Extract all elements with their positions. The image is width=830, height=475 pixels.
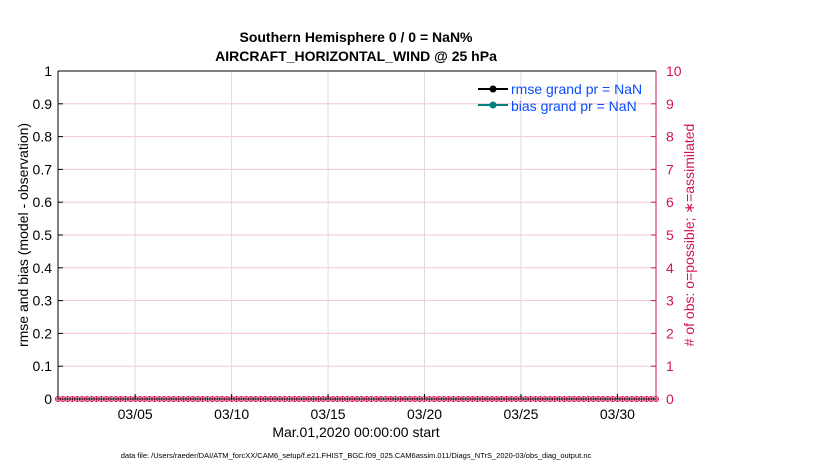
y-right-tick-label: 8 (666, 129, 674, 145)
y-right-tick-label: 7 (666, 161, 674, 177)
y-axis-right-label: # of obs: o=possible; ∗=assimilated (681, 124, 697, 347)
x-tick-label: 03/20 (407, 406, 442, 422)
y-tick-label: 1 (44, 63, 52, 79)
x-tick-label: 03/15 (311, 406, 346, 422)
y-tick-label: 0.2 (33, 325, 53, 341)
y-right-tick-label: 6 (666, 194, 674, 210)
y-tick-label: 0.5 (33, 227, 53, 243)
x-tick-label: 03/25 (503, 406, 538, 422)
legend-marker-bias (489, 101, 497, 109)
chart-title-line2: AIRCRAFT_HORIZONTAL_WIND @ 25 hPa (215, 48, 497, 64)
legend: rmse grand pr = NaN bias grand pr = NaN (478, 81, 642, 114)
x-tick-label: 03/05 (118, 406, 153, 422)
y-right-tick-label: 10 (666, 63, 682, 79)
y-right-tick-label: 1 (666, 358, 674, 374)
y-tick-label: 0.6 (33, 194, 53, 210)
y-right-tick-label: 5 (666, 227, 674, 243)
y-tick-label: 0.1 (33, 358, 53, 374)
y-tick-label: 0.9 (33, 96, 53, 112)
y-tick-label: 0.7 (33, 161, 53, 177)
y-right-tick-label: 2 (666, 325, 674, 341)
legend-marker-rmse (489, 85, 497, 93)
x-tick-label: 03/30 (600, 406, 635, 422)
chart-title-line1: Southern Hemisphere 0 / 0 = NaN% (239, 29, 473, 45)
legend-label-bias: bias grand pr = NaN (511, 98, 637, 114)
y-right-tick-label: 4 (666, 260, 674, 276)
y-tick-label: 0.4 (33, 260, 53, 276)
grid (58, 71, 656, 399)
y-tick-label: 0.3 (33, 293, 53, 309)
y-right-tick-label: 9 (666, 96, 674, 112)
y-axis-label: rmse and bias (model - observation) (15, 123, 31, 347)
x-tick-label: 03/10 (214, 406, 249, 422)
y-right-tick-label: 3 (666, 293, 674, 309)
y-tick-label: 0.8 (33, 129, 53, 145)
y-tick-label: 0 (44, 391, 52, 407)
footnote: data file: /Users/raeder/DAI/ATM_forcXX/… (121, 451, 592, 460)
axes: 0 1 2 3 4 5 6 7 8 9 10 0 0.1 0.2 0.3 0.4 0.5 0.6 0.7 0.8 0.9… (33, 63, 682, 422)
x-axis-label: Mar.01,2020 00:00:00 start (272, 424, 439, 440)
legend-label-rmse: rmse grand pr = NaN (511, 81, 642, 97)
y-right-tick-label: 0 (666, 391, 674, 407)
